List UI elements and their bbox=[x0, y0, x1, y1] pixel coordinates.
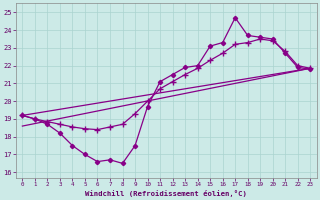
X-axis label: Windchill (Refroidissement éolien,°C): Windchill (Refroidissement éolien,°C) bbox=[85, 190, 247, 197]
